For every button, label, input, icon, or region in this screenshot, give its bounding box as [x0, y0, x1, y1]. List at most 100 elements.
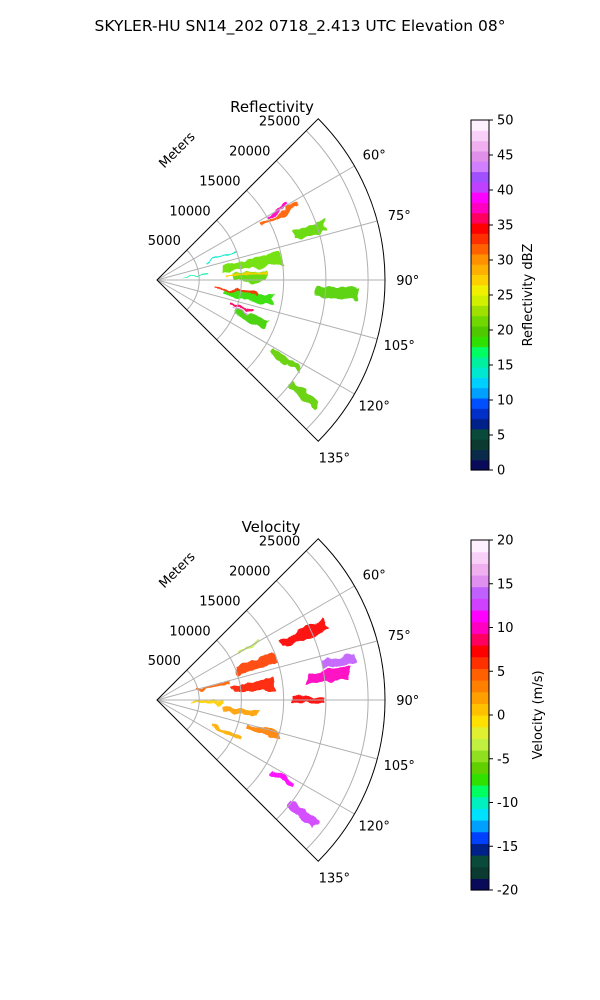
reflectivity-title: Reflectivity	[230, 98, 314, 116]
colorbar-swatch	[471, 315, 489, 327]
reflectivity-grid	[156, 118, 386, 442]
colorbar-swatch	[471, 843, 489, 856]
colorbar-swatch	[471, 738, 489, 751]
radial-tick-label: 25000	[259, 115, 300, 130]
reflectivity-panel: Reflectivity Meters 5000 10000 15000 20000 2…	[148, 98, 420, 466]
colorbar-tick-label: 15	[497, 577, 514, 592]
colorbar-swatch	[471, 586, 489, 599]
colorbar-swatch	[471, 656, 489, 669]
colorbar-swatch	[471, 171, 489, 183]
colorbar-swatch	[471, 130, 489, 142]
colorbar-swatch	[471, 120, 489, 131]
colorbar-swatch	[471, 253, 489, 265]
colorbar-tick-label: 0	[497, 464, 505, 479]
colorbar-swatch	[471, 233, 489, 245]
azimuth-tick-label: 120°	[359, 819, 390, 834]
velocity-panel: Velocity Meters 5000 10000 15000 20000 25000…	[148, 518, 420, 886]
radial-tick-label: 20000	[229, 565, 270, 580]
colorbar-swatch	[471, 645, 489, 658]
reflectivity-azimuth-ticks: 60° 75° 90° 105° 120° 135°	[319, 149, 420, 467]
reflectivity-radial-ticks: 5000 10000 15000 20000 25000	[148, 115, 301, 249]
colorbar-swatch	[471, 680, 489, 693]
colorbar-swatch	[471, 418, 489, 430]
colorbar-swatch	[471, 820, 489, 833]
colorbar-swatch	[471, 866, 489, 879]
colorbar-swatch	[471, 831, 489, 844]
colorbar-swatch	[471, 808, 489, 821]
radial-tick-label: 25000	[259, 535, 300, 550]
colorbar-tick-label: 0	[497, 709, 505, 724]
colorbar-swatch	[471, 621, 489, 634]
azimuth-tick-label: 90°	[396, 694, 419, 709]
colorbar-swatch	[471, 212, 489, 224]
colorbar-swatch	[471, 750, 489, 763]
colorbar-swatch	[471, 878, 489, 891]
colorbar-tick-label: -5	[497, 752, 510, 767]
colorbar-swatch	[471, 202, 489, 214]
radial-tick-label: 5000	[148, 234, 181, 249]
colorbar-swatch	[471, 274, 489, 286]
colorbar-swatch	[471, 428, 489, 440]
colorbar-swatch	[471, 726, 489, 739]
colorbar-swatch	[471, 397, 489, 409]
radial-tick-label: 10000	[169, 624, 210, 639]
colorbar-swatch	[471, 161, 489, 173]
colorbar-swatch	[471, 295, 489, 306]
azimuth-tick-label: 105°	[384, 339, 415, 354]
azimuth-tick-label: 60°	[363, 569, 386, 584]
colorbar-swatch	[471, 325, 489, 337]
colorbar-swatch	[471, 715, 489, 728]
colorbar-swatch	[471, 691, 489, 704]
colorbar-swatch	[471, 150, 489, 162]
colorbar-swatch	[471, 610, 489, 623]
colorbar-tick-label: -10	[497, 796, 518, 811]
colorbar-swatch	[471, 703, 489, 716]
colorbar-swatch	[471, 356, 489, 368]
colorbar-tick-label: 50	[497, 114, 514, 129]
colorbar-swatch	[471, 264, 489, 276]
colorbar-swatch	[471, 449, 489, 461]
azimuth-tick-label: 120°	[359, 399, 390, 414]
azimuth-tick-label: 75°	[388, 629, 411, 644]
colorbar-swatch	[471, 551, 489, 564]
reflectivity-colorbar-label: Reflectivity dBZ	[521, 244, 536, 347]
reflectivity-radial-label: Meters	[157, 129, 199, 171]
velocity-azimuth-ticks: 60° 75° 90° 105° 120° 135°	[319, 569, 420, 887]
colorbar-swatch	[471, 773, 489, 786]
colorbar-tick-label: 40	[497, 184, 514, 199]
colorbar-swatch	[471, 181, 489, 193]
colorbar-swatch	[471, 284, 489, 296]
colorbar-tick-label: -15	[497, 840, 518, 855]
radial-tick-label: 15000	[199, 594, 240, 609]
colorbar-tick-label: 35	[497, 219, 514, 234]
radial-tick-label: 20000	[229, 145, 270, 160]
colorbar-tick-label: 30	[497, 254, 514, 269]
colorbar-swatch	[471, 387, 489, 399]
colorbar-swatch	[471, 439, 489, 451]
velocity-grid	[156, 538, 386, 862]
colorbar-swatch	[471, 598, 489, 611]
colorbar-swatch	[471, 563, 489, 576]
colorbar-swatch	[471, 855, 489, 868]
colorbar-tick-label: 20	[497, 324, 514, 339]
azimuth-tick-label: 135°	[319, 451, 350, 466]
colorbar-tick-label: 20	[497, 534, 514, 549]
colorbar-tick-label: 10	[497, 394, 514, 409]
colorbar-swatch	[471, 243, 489, 255]
colorbar-swatch	[471, 305, 489, 317]
velocity-echo-field	[190, 619, 357, 829]
colorbar-tick-label: -20	[497, 884, 518, 899]
azimuth-tick-label: 90°	[396, 274, 419, 289]
colorbar-swatch	[471, 408, 489, 420]
colorbar-swatch	[471, 540, 489, 553]
velocity-colorbar-label: Velocity (m/s)	[531, 670, 546, 759]
azimuth-tick-label: 75°	[388, 209, 411, 224]
colorbar-tick-label: 15	[497, 359, 514, 374]
colorbar-swatch	[471, 377, 489, 389]
colorbar-swatch	[471, 668, 489, 681]
colorbar-swatch	[471, 459, 489, 471]
azimuth-tick-label: 105°	[384, 759, 415, 774]
radial-tick-label: 5000	[148, 654, 181, 669]
velocity-radial-ticks: 5000 10000 15000 20000 25000	[148, 535, 301, 669]
